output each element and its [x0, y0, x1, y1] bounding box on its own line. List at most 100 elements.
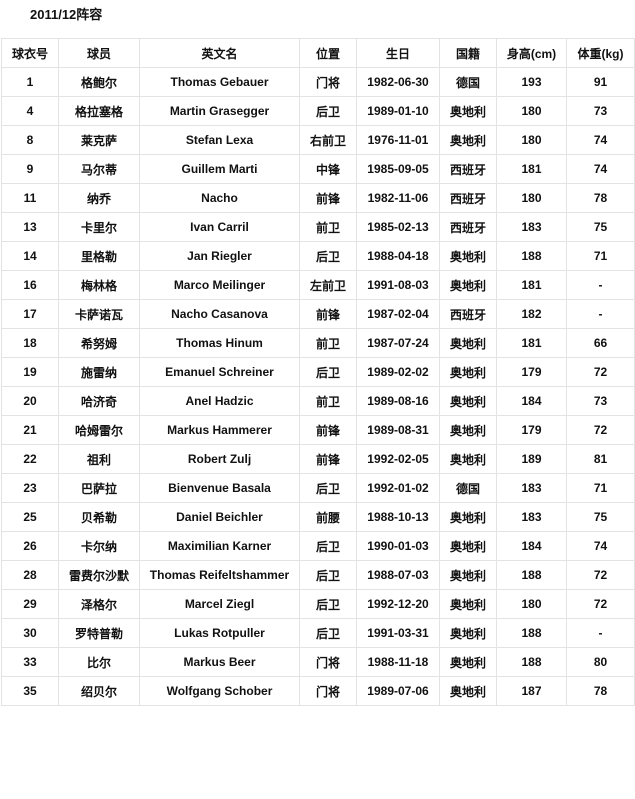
cell-player: 希努姆: [58, 328, 140, 358]
cell-birthday: 1988-04-18: [356, 241, 440, 271]
cell-number: 13: [1, 212, 59, 242]
cell-height: 179: [496, 415, 567, 445]
table-row: 9 马尔蒂 Guillem Marti 中锋 1985-09-05 西班牙 181 74: [1, 154, 635, 184]
cell-number: 26: [1, 531, 59, 561]
cell-height: 188: [496, 241, 567, 271]
cell-position: 后卫: [299, 473, 357, 503]
cell-player: 罗特普勒: [58, 618, 140, 648]
cell-player: 格鲍尔: [58, 67, 140, 97]
cell-number: 23: [1, 473, 59, 503]
cell-nationality: 奥地利: [439, 676, 497, 706]
cell-birthday: 1987-02-04: [356, 299, 440, 329]
cell-number: 8: [1, 125, 59, 155]
cell-nationality: 奥地利: [439, 270, 497, 300]
cell-nationality: 奥地利: [439, 328, 497, 358]
cell-height: 179: [496, 357, 567, 387]
cell-height: 183: [496, 212, 567, 242]
cell-nationality: 西班牙: [439, 212, 497, 242]
cell-nationality: 奥地利: [439, 241, 497, 271]
table-row: 21 哈姆雷尔 Markus Hammerer 前锋 1989-08-31 奥地利 179 7…: [1, 415, 635, 445]
page-title: 2011/12阵容: [30, 7, 103, 22]
table-row: 22 祖利 Robert Zulj 前锋 1992-02-05 奥地利 189 81: [1, 444, 635, 474]
cell-nationality: 奥地利: [439, 531, 497, 561]
cell-english-name: Nacho Casanova: [139, 299, 300, 329]
cell-player: 比尔: [58, 647, 140, 677]
cell-position: 后卫: [299, 618, 357, 648]
cell-birthday: 1989-08-16: [356, 386, 440, 416]
cell-player: 莱克萨: [58, 125, 140, 155]
column-header-birthday: 生日: [356, 38, 440, 68]
cell-number: 35: [1, 676, 59, 706]
cell-height: 183: [496, 473, 567, 503]
column-header-english-name: 英文名: [139, 38, 300, 68]
cell-height: 180: [496, 589, 567, 619]
column-header-height: 身高(cm): [496, 38, 567, 68]
cell-weight: -: [566, 618, 635, 648]
cell-position: 右前卫: [299, 125, 357, 155]
cell-height: 184: [496, 531, 567, 561]
cell-nationality: 奥地利: [439, 444, 497, 474]
table-row: 17 卡萨诺瓦 Nacho Casanova 前锋 1987-02-04 西班牙 182-: [1, 299, 635, 329]
table-row: 8 莱克萨 Stefan Lexa 右前卫 1976-11-01 奥地利 180 74: [1, 125, 635, 155]
cell-nationality: 西班牙: [439, 299, 497, 329]
cell-player: 哈济奇: [58, 386, 140, 416]
cell-birthday: 1987-07-24: [356, 328, 440, 358]
cell-player: 巴萨拉: [58, 473, 140, 503]
cell-english-name: Emanuel Schreiner: [139, 357, 300, 387]
cell-height: 184: [496, 386, 567, 416]
column-header-nationality: 国籍: [439, 38, 497, 68]
cell-height: 181: [496, 270, 567, 300]
cell-number: 22: [1, 444, 59, 474]
cell-number: 4: [1, 96, 59, 126]
cell-birthday: 1985-02-13: [356, 212, 440, 242]
cell-weight: 71: [566, 241, 635, 271]
cell-position: 后卫: [299, 241, 357, 271]
cell-position: 前卫: [299, 328, 357, 358]
cell-number: 11: [1, 183, 59, 213]
cell-position: 前锋: [299, 444, 357, 474]
cell-number: 1: [1, 67, 59, 97]
cell-english-name: Marco Meilinger: [139, 270, 300, 300]
cell-english-name: Jan Riegler: [139, 241, 300, 271]
cell-height: 181: [496, 328, 567, 358]
cell-number: 28: [1, 560, 59, 590]
cell-position: 前锋: [299, 183, 357, 213]
cell-player: 泽格尔: [58, 589, 140, 619]
cell-height: 187: [496, 676, 567, 706]
cell-player: 雷费尔沙默: [58, 560, 140, 590]
cell-english-name: Markus Hammerer: [139, 415, 300, 445]
cell-english-name: Martin Grasegger: [139, 96, 300, 126]
cell-birthday: 1989-01-10: [356, 96, 440, 126]
cell-weight: 66: [566, 328, 635, 358]
cell-nationality: 奥地利: [439, 647, 497, 677]
cell-weight: -: [566, 270, 635, 300]
cell-player: 纳乔: [58, 183, 140, 213]
cell-birthday: 1989-08-31: [356, 415, 440, 445]
cell-birthday: 1988-10-13: [356, 502, 440, 532]
cell-number: 17: [1, 299, 59, 329]
column-header-player: 球员: [58, 38, 140, 68]
cell-weight: 75: [566, 212, 635, 242]
cell-birthday: 1992-01-02: [356, 473, 440, 503]
cell-birthday: 1988-07-03: [356, 560, 440, 590]
table-row: 26 卡尔纳 Maximilian Karner 后卫 1990-01-03 奥地利 184…: [1, 531, 635, 561]
cell-birthday: 1976-11-01: [356, 125, 440, 155]
table-row: 35 绍贝尔 Wolfgang Schober 门将 1989-07-06 奥地利 187 7…: [1, 676, 635, 706]
table-row: 14 里格勒 Jan Riegler 后卫 1988-04-18 奥地利 188 71: [1, 241, 635, 271]
cell-height: 189: [496, 444, 567, 474]
cell-nationality: 奥地利: [439, 618, 497, 648]
cell-weight: 72: [566, 415, 635, 445]
cell-height: 180: [496, 96, 567, 126]
cell-birthday: 1991-03-31: [356, 618, 440, 648]
table-row: 13 卡里尔 Ivan Carril 前卫 1985-02-13 西班牙 183 75: [1, 212, 635, 242]
table-row: 19 施雷纳 Emanuel Schreiner 后卫 1989-02-02 奥地利 179…: [1, 357, 635, 387]
cell-weight: 91: [566, 67, 635, 97]
column-header-number: 球衣号: [1, 38, 59, 68]
cell-english-name: Thomas Hinum: [139, 328, 300, 358]
cell-english-name: Robert Zulj: [139, 444, 300, 474]
cell-height: 193: [496, 67, 567, 97]
cell-weight: 81: [566, 444, 635, 474]
cell-height: 188: [496, 647, 567, 677]
table-row: 16 梅林格 Marco Meilinger 左前卫 1991-08-03 奥地利 181-: [1, 270, 635, 300]
table-row: 29 泽格尔 Marcel Ziegl 后卫 1992-12-20 奥地利 180 72: [1, 589, 635, 619]
